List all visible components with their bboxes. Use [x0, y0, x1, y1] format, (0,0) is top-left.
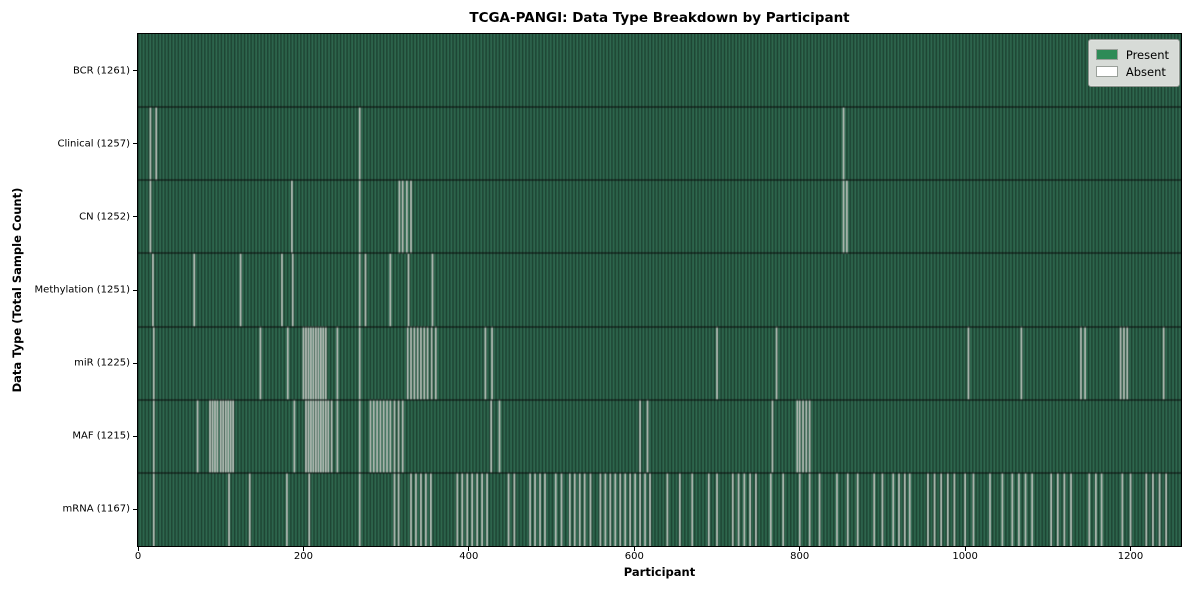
x-tick-mark — [964, 547, 966, 551]
legend: Present Absent — [1087, 39, 1180, 87]
absent-swatch-icon — [1095, 66, 1118, 77]
heatmap-canvas — [138, 34, 1181, 546]
present-swatch-icon — [1095, 49, 1118, 60]
y-tick-label: MAF (1215) — [72, 430, 130, 442]
y-tick-label: mRNA (1167) — [62, 503, 130, 515]
x-tick-label: 800 — [790, 551, 810, 562]
y-tick-label: CN (1252) — [79, 211, 130, 223]
y-tick-label: miR (1225) — [74, 357, 130, 369]
chart-title: TCGA-PANGI: Data Type Breakdown by Parti… — [469, 10, 850, 26]
x-tick-label: 200 — [293, 551, 313, 562]
x-tick-label: 1200 — [1117, 551, 1144, 562]
x-tick-mark — [633, 547, 635, 551]
plot-area — [137, 33, 1182, 547]
x-tick-label: 0 — [134, 551, 142, 562]
legend-item-absent: Absent — [1095, 63, 1169, 80]
legend-label-present: Present — [1125, 47, 1169, 62]
x-axis-label: Participant — [623, 565, 696, 579]
x-tick-mark — [137, 547, 139, 551]
x-tick-label: 600 — [624, 551, 644, 562]
y-tick-mark — [133, 362, 137, 364]
y-tick-label: Methylation (1251) — [34, 284, 130, 296]
y-tick-mark — [133, 143, 137, 145]
y-tick-mark — [133, 508, 137, 510]
x-tick-mark — [468, 547, 470, 551]
x-tick-label: 400 — [459, 551, 479, 562]
x-tick-mark — [302, 547, 304, 551]
y-tick-label: BCR (1261) — [72, 65, 130, 77]
y-tick-mark — [133, 435, 137, 437]
y-tick-mark — [133, 289, 137, 291]
y-tick-mark — [133, 70, 137, 72]
x-tick-label: 1000 — [952, 551, 978, 562]
x-tick-mark — [799, 547, 801, 551]
x-tick-mark — [1130, 547, 1132, 551]
y-tick-label: Clinical (1257) — [57, 138, 131, 150]
legend-label-absent: Absent — [1125, 64, 1166, 79]
y-tick-mark — [133, 216, 137, 218]
legend-item-present: Present — [1095, 46, 1169, 63]
